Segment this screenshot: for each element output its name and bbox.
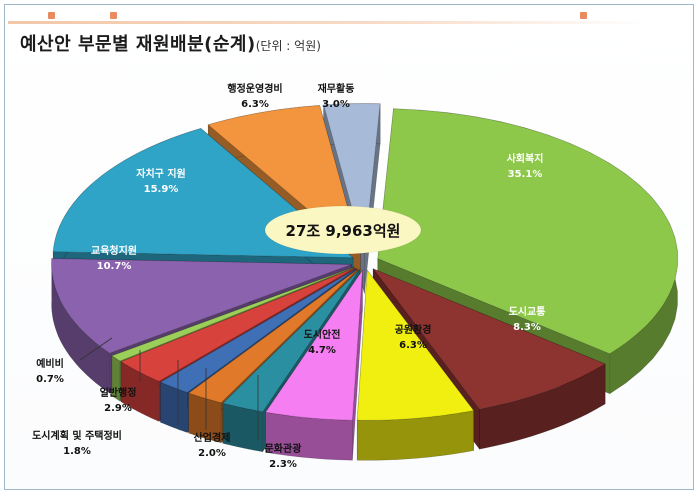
slice-top-face [377,108,679,355]
slice-value-label: 10.7% [97,261,132,272]
slice-value-label: 3.0% [322,99,350,110]
slice-label: 자치구 지원 [136,167,185,180]
center-total-label: 27조 9,963억원 [286,222,401,240]
slice-outer-wall [356,410,474,461]
slice-top-face [120,267,356,382]
pie-slice-top-3 [356,269,475,421]
pie-slice-top-10 [51,258,352,354]
slice-value-label: 1.8% [63,446,91,457]
pie-slice-top-4 [264,268,363,421]
slice-label: 예비비 [36,357,64,370]
slice-value-label: 4.7% [308,345,336,356]
slice-label: 문화관광 [265,442,303,455]
slice-value-label: 2.9% [104,403,132,414]
center-total-badge [264,205,422,255]
slice-top-face [51,258,352,354]
pie-slice-top-2 [371,267,606,410]
slice-label: 도시안전 [304,328,341,341]
slice-value-label: 2.0% [198,448,226,459]
slice-value-label: 6.3% [241,99,269,110]
slice-value-label: 35.1% [508,169,543,180]
slice-label: 공원환경 [395,323,432,336]
leader-line [79,337,113,361]
slice-top-face [264,268,363,421]
slice-top-face [187,268,359,404]
slice-label: 재무활동 [318,82,355,95]
slice-top-face [159,268,357,393]
pie-slice-top-7 [159,268,357,393]
slice-label: 사회복지 [507,152,544,165]
chart-title: 예산안 부문별 재원배분(순계)(단위 : 억원) [20,30,321,56]
slice-value-label: 2.3% [269,459,297,470]
slice-outer-wall [479,363,606,450]
slice-value-label: 6.3% [399,340,427,351]
slice-top-face [222,269,360,413]
unit-label: (단위 : 억원) [255,39,321,53]
pie-slice-top-6 [187,268,359,404]
decorative-dot [48,12,55,19]
decorative-dot [580,12,587,19]
slice-value-label: 8.3% [513,322,541,333]
slice-value-label: 15.9% [144,184,179,195]
slice-top-face [110,266,355,362]
chart-title-text: 예산안 부문별 재원배분(순계) [20,34,256,55]
slice-label: 행정운영경비 [227,82,282,95]
decorative-line [8,21,648,24]
pie-slice-top-9 [110,266,355,362]
pie-slice-top-5 [222,269,360,413]
slice-label: 산업경제 [194,431,231,444]
decorative-dot [110,12,117,19]
slice-outer-wall [111,355,121,402]
slice-top-face [356,269,475,421]
slice-label: 도시계획 및 주택정비 [32,429,122,442]
pie-slice-top-8 [120,267,356,382]
slice-top-face [371,267,606,410]
slice-label: 교육청지원 [91,244,137,257]
slice-label: 도시교통 [509,306,546,318]
pie-slice-top-1 [377,108,679,355]
slice-side-face [352,270,363,461]
slice-value-label: 0.7% [36,374,64,385]
slice-label: 일반행정 [100,386,137,399]
